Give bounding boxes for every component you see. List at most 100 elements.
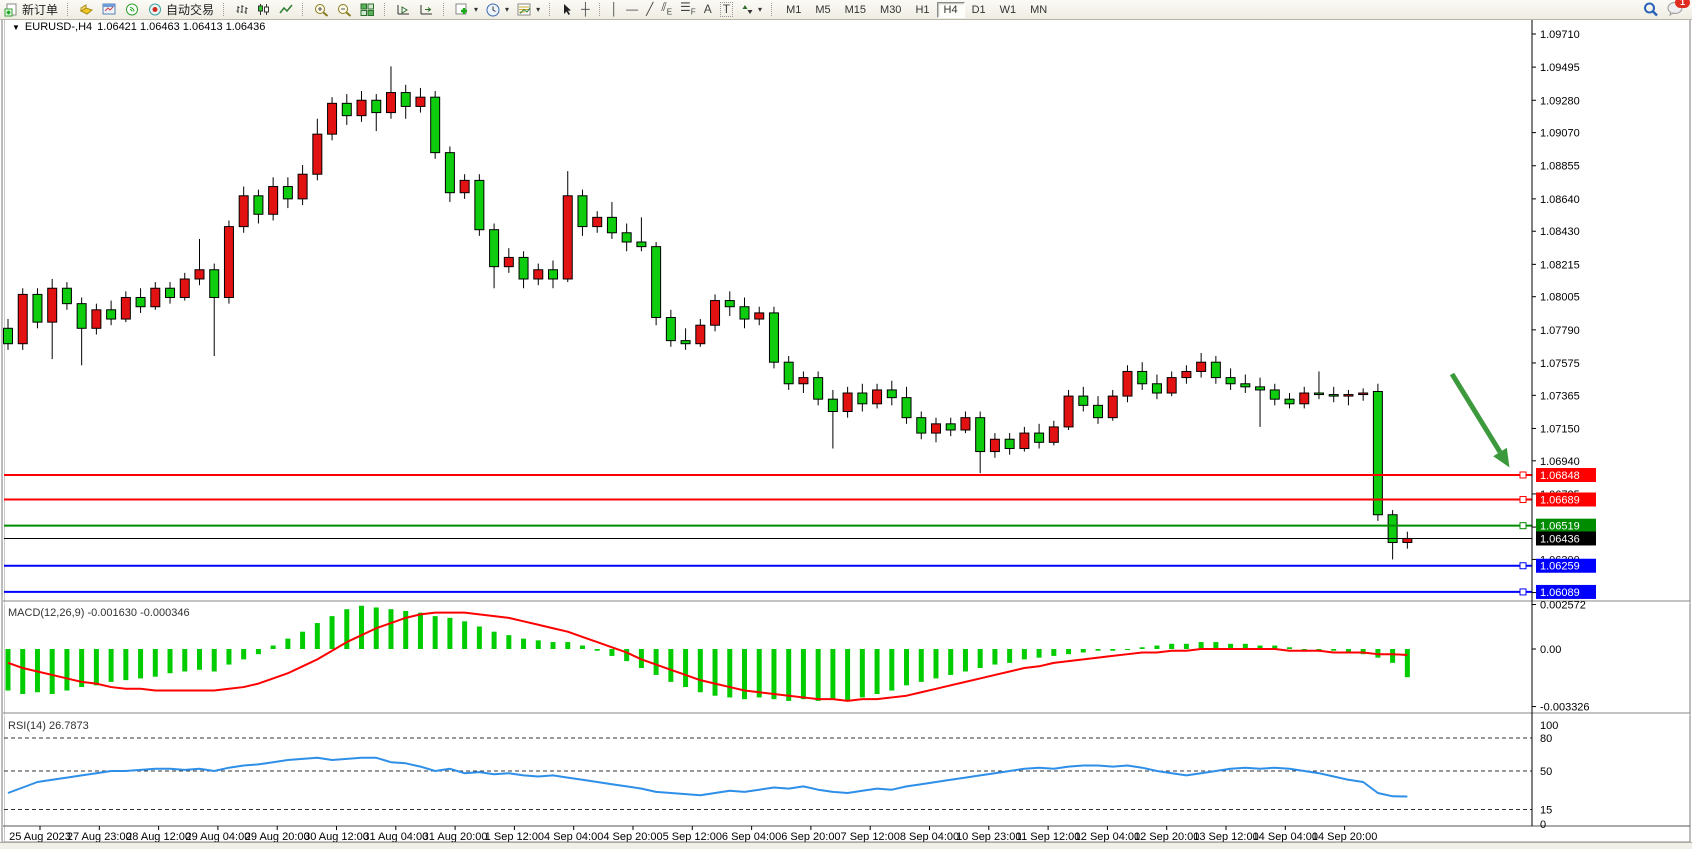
svg-text:1.08215: 1.08215 <box>1540 259 1580 271</box>
channel-tool[interactable]: ⫽E <box>657 0 676 18</box>
macd-hist-bar <box>5 649 11 691</box>
tf-m5-button[interactable]: M5 <box>815 3 831 16</box>
toolbar-separator <box>443 3 448 16</box>
macd-signal-line <box>7 611 1408 702</box>
candle-body <box>106 309 117 320</box>
macd-hist-bar <box>329 616 335 649</box>
time-axis-label: 10 Sep 23:00 <box>956 831 1021 843</box>
tf-d1-button[interactable]: D1 <box>971 3 986 16</box>
macd-hist-bar <box>344 609 350 649</box>
trendline-tool[interactable]: ╱ <box>642 1 657 18</box>
hline-handle[interactable] <box>1519 588 1527 596</box>
macd-hist-bar <box>403 610 409 649</box>
macd-hist-bar <box>300 631 306 649</box>
candle-body <box>474 179 485 231</box>
macd-hist-bar <box>152 649 158 677</box>
macd-hist-bar <box>683 649 689 688</box>
tf-w1-button[interactable]: W1 <box>999 3 1017 16</box>
tf-m1-button[interactable]: M1 <box>786 3 802 16</box>
time-axis-label: 5 Sep 12:00 <box>663 831 722 843</box>
macd-hist-bar <box>653 649 659 675</box>
tf-h1-button[interactable]: H1 <box>915 3 930 16</box>
arrows-icon <box>742 5 753 14</box>
time-axis-label: 27 Aug 23:00 <box>67 831 132 843</box>
svg-text:1.08640: 1.08640 <box>1540 194 1580 206</box>
macd-hist-bar <box>255 649 261 655</box>
main-toolbar: 新订单 自动交易 ▾ ▾ <box>0 0 1692 20</box>
history-center-button[interactable] <box>75 1 98 18</box>
macd-label: MACD(12,26,9) -0.001630 -0.000346 <box>8 607 190 619</box>
symbol-dropdown-icon[interactable]: ▼ <box>12 22 20 32</box>
bar-chart-button[interactable] <box>231 1 253 18</box>
arrows-tool[interactable]: ▾ <box>737 1 766 18</box>
zoom-out-button[interactable] <box>333 1 356 18</box>
tf-h4-button[interactable]: H4 <box>936 1 965 18</box>
macd-hist-bar <box>417 612 423 649</box>
search-icon[interactable] <box>1643 2 1659 17</box>
candlestick-chart-button[interactable] <box>253 1 275 18</box>
status-bar <box>0 842 1692 849</box>
hline-handle[interactable] <box>1519 495 1527 503</box>
candle-body <box>400 92 411 107</box>
svg-text:1.06519: 1.06519 <box>1540 521 1580 533</box>
macd-hist-bar <box>1198 642 1204 649</box>
svg-text:1.06940: 1.06940 <box>1540 456 1580 468</box>
svg-text:1.07790: 1.07790 <box>1540 325 1580 337</box>
candle-body <box>1269 389 1280 400</box>
auto-scroll-button[interactable] <box>392 1 415 18</box>
line-chart-button[interactable] <box>275 1 297 18</box>
macd-hist-bar <box>962 649 968 672</box>
templates-button[interactable]: ▾ <box>513 1 544 18</box>
tf-m15-button[interactable]: M15 <box>844 3 867 16</box>
svg-text:1.08855: 1.08855 <box>1540 161 1580 173</box>
fibonacci-tool[interactable]: ☰F <box>676 0 700 18</box>
candle-body <box>680 340 691 345</box>
candle-body <box>1343 394 1354 397</box>
tile-windows-button[interactable] <box>356 1 379 18</box>
svg-text:1.06689: 1.06689 <box>1540 494 1580 506</box>
candle-body <box>606 216 617 234</box>
macd-hist-bar <box>904 649 910 686</box>
svg-text:0: 0 <box>1540 819 1546 831</box>
indicators-button[interactable]: ▾ <box>451 1 482 18</box>
horizontal-line-objects: 1.06848 1.06689 1.06519 1.06259 1.06089 1.064… <box>4 467 1596 599</box>
macd-hist-bar <box>535 640 541 649</box>
vertical-line-tool[interactable]: │ <box>607 1 623 18</box>
sounds-button[interactable] <box>121 1 144 18</box>
macd-hist-bar <box>196 649 202 670</box>
text-tool[interactable]: A <box>700 1 716 18</box>
label-tool-icon: T <box>719 2 734 17</box>
candle-body <box>327 102 338 135</box>
label-tool[interactable]: T <box>716 1 737 18</box>
candle-body <box>61 287 72 305</box>
horizontal-line-tool[interactable]: — <box>622 1 642 18</box>
periods-button[interactable]: ▾ <box>482 1 513 18</box>
candle-body <box>1122 370 1133 397</box>
macd-hist-bar <box>1272 645 1278 649</box>
macd-hist-bar <box>182 649 188 672</box>
svg-text:1.06436: 1.06436 <box>1540 533 1580 545</box>
cursor-tool-button[interactable] <box>557 1 577 18</box>
vline-icon: │ <box>610 2 619 16</box>
autotrade-button[interactable]: 自动交易 <box>144 1 218 18</box>
hline-handle[interactable] <box>1519 471 1527 479</box>
trend-arrow-object[interactable] <box>1449 372 1510 468</box>
candle-body <box>518 256 529 280</box>
new-order-button[interactable]: 新订单 <box>0 1 62 18</box>
hline-handle[interactable] <box>1519 522 1527 530</box>
terminal-button[interactable] <box>98 1 121 18</box>
notifications-button[interactable]: 1 <box>1667 0 1690 19</box>
tf-m30-button[interactable]: M30 <box>880 3 902 16</box>
zoom-in-button[interactable] <box>310 1 333 18</box>
crosshair-tool-button[interactable]: ┼ <box>577 1 594 18</box>
candle-body <box>297 173 308 200</box>
tf-mn-button[interactable]: MN <box>1030 3 1048 16</box>
chart-shift-button[interactable] <box>415 1 438 18</box>
toolbar-separator <box>384 3 389 16</box>
line-chart-icon <box>279 4 293 14</box>
time-axis-label: 14 Sep 20:00 <box>1312 831 1377 843</box>
hline-handle[interactable] <box>1519 562 1527 570</box>
chart-ohlc-values: 1.06421 1.06463 1.06413 1.06436 <box>97 21 266 33</box>
svg-text:-0.003326: -0.003326 <box>1540 702 1590 714</box>
